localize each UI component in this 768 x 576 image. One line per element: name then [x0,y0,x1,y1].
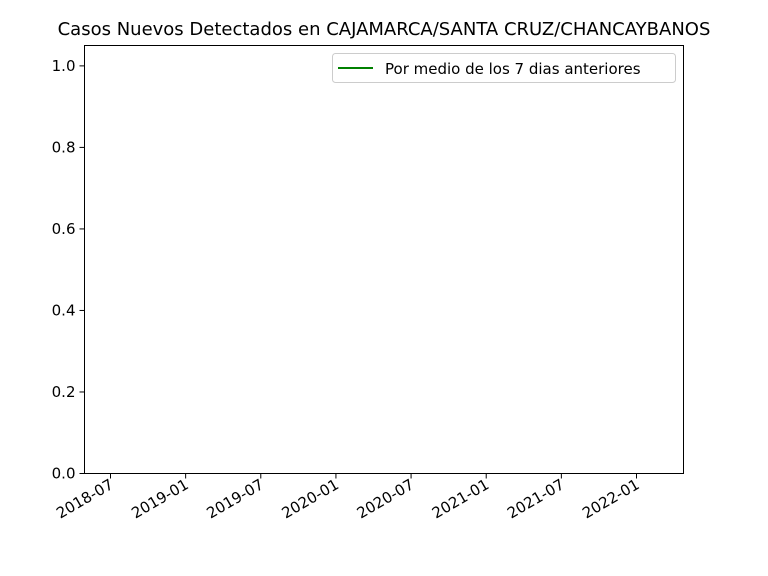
y-tick-label: 0.8 [52,138,76,156]
y-tick-label: 0.6 [52,220,76,238]
y-tick-label: 0.2 [52,383,76,401]
legend-label: Por medio de los 7 dias anteriores [385,60,641,78]
plot-area [84,45,684,474]
y-axis: 0.0 0.2 0.4 0.6 0.8 1.0 [52,57,85,483]
chart-title: Casos Nuevos Detectados en CAJAMARCA/SAN… [58,19,711,40]
y-tick-label: 1.0 [52,57,76,75]
y-tick-label: 0.4 [52,301,76,319]
legend: Por medio de los 7 dias anteriores [332,53,676,83]
legend-box [332,53,676,83]
y-tick-label: 0.0 [52,465,76,483]
